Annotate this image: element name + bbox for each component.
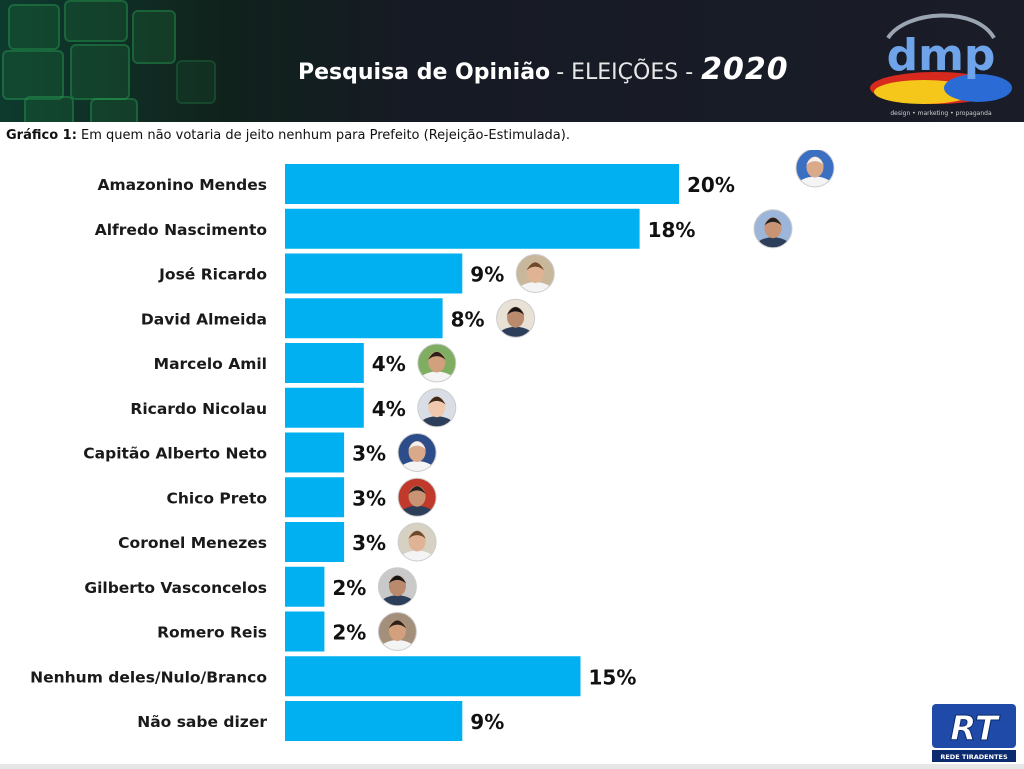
bar: [285, 343, 364, 383]
bar: [285, 298, 443, 339]
bar: [285, 656, 581, 697]
bar: [285, 387, 364, 428]
rt-logo-graphic: RT REDE TIRADENTES: [932, 704, 1016, 762]
logo-text: dmp: [887, 30, 996, 81]
category-label: Amazonino Mendes: [97, 176, 267, 194]
title-sub: - ELEIÇÕES -: [556, 60, 694, 85]
decorative-square: [70, 44, 130, 100]
candidate-photo: [515, 254, 555, 293]
category-label: Coronel Menezes: [118, 534, 267, 552]
subtitle-label: Gráfico 1:: [6, 128, 77, 143]
value-label: 3%: [352, 486, 386, 510]
category-label: Capitão Alberto Neto: [83, 445, 267, 463]
candidate-photo: [417, 388, 457, 428]
logo-tagline: design • marketing • propaganda: [890, 110, 992, 117]
candidate-photo: [795, 150, 835, 188]
decorative-square: [132, 10, 176, 64]
candidate-photo: [753, 209, 793, 249]
title-main: Pesquisa de Opinião: [298, 60, 551, 85]
value-label: 15%: [589, 665, 637, 689]
candidate-photo: [417, 343, 457, 383]
bar: [285, 164, 679, 204]
category-label: Chico Preto: [166, 489, 267, 507]
decorative-square: [24, 96, 74, 122]
candidate-photo: [496, 298, 536, 338]
subtitle-text: Em quem não votaria de jeito nenhum para…: [81, 128, 570, 143]
category-label: José Ricardo: [158, 266, 267, 284]
header-banner: Pesquisa de Opinião - ELEIÇÕES - 2020 dm…: [0, 0, 1024, 122]
category-label: Nenhum deles/Nulo/Branco: [30, 668, 267, 686]
bar: [285, 566, 325, 607]
bar: [285, 253, 463, 294]
candidate-photo: [397, 433, 437, 472]
bar: [285, 701, 463, 741]
value-label: 3%: [352, 531, 386, 555]
bar: [285, 477, 345, 518]
bar: [285, 522, 345, 562]
decorative-square: [176, 60, 216, 104]
value-label: 9%: [470, 263, 504, 287]
value-label: 18%: [648, 218, 696, 242]
value-label: 8%: [451, 307, 485, 331]
bar-chart: Amazonino Mendes 20% Alfredo Nascimento 18%…: [30, 150, 835, 741]
category-label: Marcelo Amil: [154, 355, 267, 373]
candidate-photo: [377, 567, 417, 607]
category-label: Não sabe dizer: [137, 713, 267, 731]
category-label: David Almeida: [141, 310, 267, 328]
dmp-logo-graphic: dmp: [870, 13, 1012, 104]
candidate-photo: [377, 612, 417, 651]
bar: [285, 208, 640, 249]
value-label: 20%: [687, 173, 735, 197]
category-label: Alfredo Nascimento: [95, 221, 267, 239]
value-label: 9%: [470, 710, 504, 734]
category-label: Romero Reis: [157, 624, 267, 642]
decorative-square: [8, 4, 60, 50]
chart-subtitle: Gráfico 1: Em quem não votaria de jeito …: [6, 128, 570, 143]
candidate-photo: [397, 477, 437, 517]
value-label: 3%: [352, 442, 386, 466]
title-year: 2020: [701, 52, 789, 87]
bar: [285, 432, 345, 473]
decorative-square: [2, 50, 64, 100]
rt-logo-text: RT: [950, 709, 1001, 749]
category-label: Ricardo Nicolau: [130, 400, 267, 418]
value-label: 2%: [332, 621, 366, 645]
rt-caption: REDE TIRADENTES: [940, 753, 1008, 761]
rt-logo: RT REDE TIRADENTES: [930, 702, 1018, 764]
decorative-square: [64, 0, 128, 42]
value-label: 4%: [372, 397, 406, 421]
category-label: Gilberto Vasconcelos: [84, 579, 267, 597]
value-label: 4%: [372, 352, 406, 376]
bar: [285, 611, 325, 652]
decorative-square: [90, 98, 138, 122]
page-title: Pesquisa de Opinião - ELEIÇÕES - 2020: [298, 52, 789, 92]
candidate-photo: [397, 522, 437, 562]
bottom-border: [0, 764, 1024, 769]
value-label: 2%: [332, 576, 366, 600]
dmp-logo: dmp design • marketing • propaganda: [866, 8, 1016, 120]
